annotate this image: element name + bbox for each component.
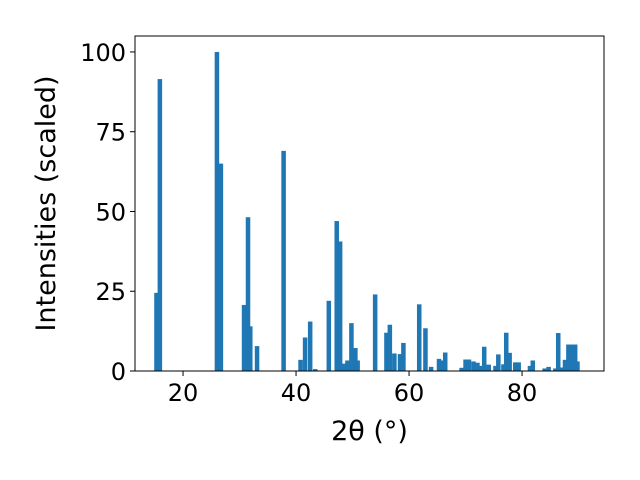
y-tick-label: 100: [80, 39, 126, 67]
bar: [479, 365, 484, 371]
bar: [513, 362, 518, 371]
bar: [307, 321, 313, 371]
bar: [157, 79, 163, 372]
bar: [416, 304, 422, 371]
bar: [387, 324, 393, 371]
bars-group: [154, 51, 580, 372]
bar: [503, 332, 509, 371]
x-tick-label: 40: [281, 379, 312, 407]
bar: [459, 367, 464, 371]
bar: [507, 352, 512, 371]
bar: [154, 292, 159, 371]
y-axis-ticks: 0 25 50 75 100: [80, 39, 135, 386]
bar: [566, 344, 571, 371]
bar: [442, 352, 448, 371]
bar: [481, 346, 487, 371]
bar: [384, 332, 389, 371]
bar: [436, 358, 442, 371]
bar: [423, 328, 428, 371]
bar: [542, 368, 547, 371]
bar: [353, 348, 358, 371]
bar: [486, 364, 491, 371]
bar: [401, 342, 406, 371]
bar: [298, 359, 303, 371]
bar: [302, 337, 308, 371]
bar: [501, 364, 506, 371]
bar: [248, 326, 253, 371]
bar: [555, 333, 561, 371]
bar: [337, 241, 343, 371]
bar: [439, 360, 445, 371]
y-tick-label: 25: [95, 278, 126, 306]
bar: [392, 353, 397, 371]
bar: [372, 294, 378, 371]
bar: [572, 344, 578, 371]
bar: [463, 359, 468, 371]
bar: [466, 359, 472, 371]
bar: [334, 221, 339, 371]
bar: [527, 365, 533, 371]
bar: [559, 367, 565, 371]
bar: [428, 366, 434, 371]
bar: [341, 363, 346, 371]
bar: [570, 344, 575, 371]
bar: [397, 354, 403, 371]
bar: [326, 300, 332, 371]
bar: [471, 361, 476, 371]
bar: [245, 217, 251, 371]
y-axis-label: Intensities (scaled): [31, 75, 62, 331]
bar: [312, 369, 318, 371]
bar: [345, 360, 350, 371]
x-tick-label: 60: [394, 379, 425, 407]
y-tick-label: 75: [95, 119, 126, 147]
y-tick-label: 0: [111, 358, 126, 386]
bar: [562, 359, 568, 371]
bar: [493, 365, 498, 371]
y-tick-label: 50: [95, 198, 126, 226]
bar: [214, 51, 220, 371]
bar: [530, 360, 536, 371]
bar: [475, 362, 480, 371]
x-axis-ticks: 20 40 60 80: [168, 371, 538, 407]
x-tick-label: 20: [168, 379, 199, 407]
bar: [355, 360, 360, 371]
bar: [218, 163, 224, 371]
bar: [575, 361, 580, 371]
bar: [241, 304, 247, 371]
bar: [546, 366, 551, 371]
bar: [496, 354, 501, 371]
bar: [281, 150, 286, 371]
plot-frame: [134, 35, 605, 372]
bar: [516, 362, 521, 371]
bar: [553, 368, 558, 371]
x-axis-label: 2θ (°): [331, 416, 408, 447]
x-tick-label: 80: [507, 379, 538, 407]
bar: [349, 323, 354, 371]
bar: [254, 346, 260, 371]
